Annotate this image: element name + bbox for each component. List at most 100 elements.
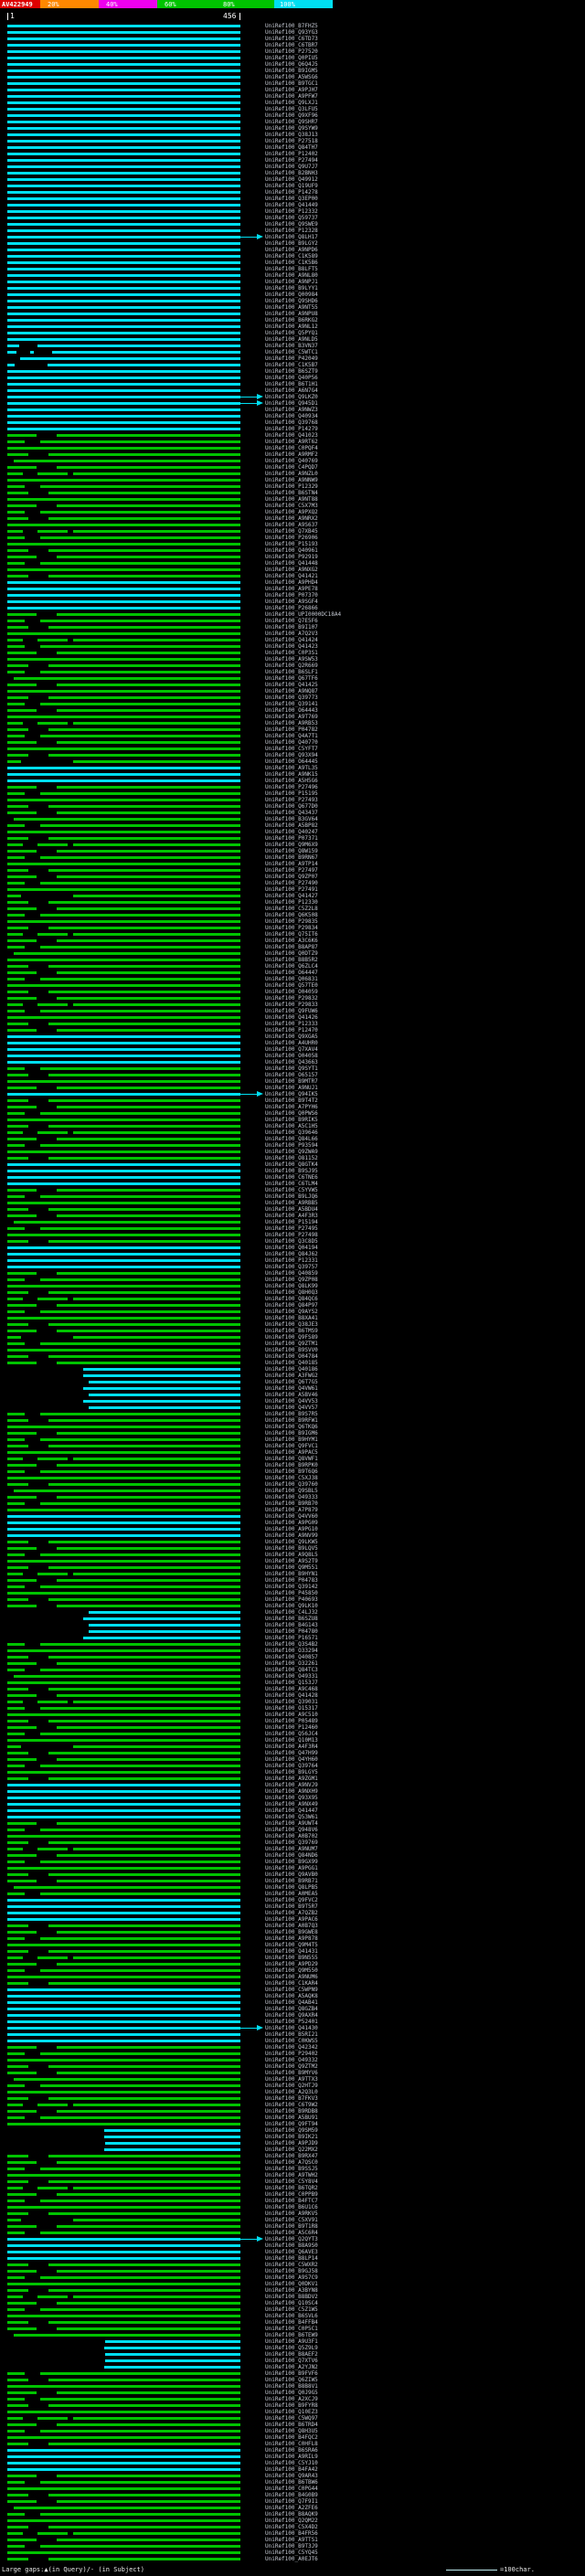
hit-label[interactable]: UniRef100_O49331 bbox=[265, 1673, 318, 1680]
hit-label[interactable]: UniRef100_Q4A7T1 bbox=[265, 733, 318, 739]
hit-label[interactable]: UniRef100_Q84J62 bbox=[265, 1251, 318, 1257]
hit-label[interactable]: UniRef100_A5C1H5 bbox=[265, 1123, 318, 1129]
hit-label[interactable]: UniRef100_C6TBR7 bbox=[265, 42, 318, 48]
hit-label[interactable]: UniRef100_B6SZT9 bbox=[265, 368, 318, 375]
hit-label[interactable]: UniRef100_P93594 bbox=[265, 1142, 318, 1149]
hit-label[interactable]: UniRef100_O04059 bbox=[265, 989, 318, 995]
hit-label[interactable]: UniRef100_Q9ZTM2 bbox=[265, 2063, 318, 2070]
hit-label[interactable]: UniRef100_A9TP14 bbox=[265, 861, 318, 867]
hit-label[interactable]: UniRef100_A9NUJ1 bbox=[265, 1085, 318, 1091]
hit-label[interactable]: UniRef100_P27490 bbox=[265, 880, 318, 886]
hit-label[interactable]: UniRef100_C5Y8V4 bbox=[265, 2178, 318, 2185]
hit-label[interactable]: UniRef100_Q0PWS6 bbox=[265, 1110, 318, 1117]
hit-label[interactable]: UniRef100_C5X4D2 bbox=[265, 2524, 318, 2530]
hit-label[interactable]: UniRef100_A2ZFE6 bbox=[265, 2505, 318, 2511]
hit-label[interactable]: UniRef100_Q19UF9 bbox=[265, 183, 318, 189]
hit-label[interactable]: UniRef100_Q41423 bbox=[265, 643, 318, 650]
hit-label[interactable]: UniRef100_A9NUM7 bbox=[265, 1846, 318, 1852]
hit-label[interactable]: UniRef100_C5YVW5 bbox=[265, 1187, 318, 1193]
hit-label[interactable]: UniRef100_A9RBB5 bbox=[265, 1200, 318, 1206]
hit-label[interactable]: UniRef100_A9NL12 bbox=[265, 323, 318, 330]
hit-label[interactable]: UniRef100_A2Q3L0 bbox=[265, 2089, 318, 2095]
hit-label[interactable]: UniRef100_B9S7R5 bbox=[265, 1411, 318, 1417]
hit-label[interactable]: UniRef100_Q41430 bbox=[265, 2025, 318, 2031]
hit-label[interactable]: UniRef100_B9RPK0 bbox=[265, 1462, 318, 1468]
hit-label[interactable]: UniRef100_B9RB70 bbox=[265, 1500, 318, 1507]
hit-label[interactable]: UniRef100_A9NWZ3 bbox=[265, 407, 318, 413]
hit-label[interactable]: UniRef100_A9NXG2 bbox=[265, 567, 318, 573]
hit-label[interactable]: UniRef100_Q40857 bbox=[265, 1654, 318, 1660]
hit-label[interactable]: UniRef100_Q153J7 bbox=[265, 1680, 318, 1686]
hit-label[interactable]: UniRef100_A4UHR0 bbox=[265, 1040, 318, 1046]
hit-label[interactable]: UniRef100_A9S7C9 bbox=[265, 2274, 318, 2281]
hit-label[interactable]: UniRef100_B9I107 bbox=[265, 624, 318, 631]
hit-label[interactable]: UniRef100_B9RFW1 bbox=[265, 1417, 318, 1424]
hit-label[interactable]: UniRef100_A7QZB2 bbox=[265, 1910, 318, 1916]
hit-label[interactable]: UniRef100_Q40769 bbox=[265, 458, 318, 464]
hit-label[interactable]: UniRef100_A9NT55 bbox=[265, 304, 318, 311]
hit-label[interactable]: UniRef100_Q00984 bbox=[265, 292, 318, 298]
hit-label[interactable]: UniRef100_A5BV46 bbox=[265, 1392, 318, 1398]
hit-label[interactable]: UniRef100_Q9XF96 bbox=[265, 112, 318, 119]
hit-label[interactable]: UniRef100_A9PFW7 bbox=[265, 93, 318, 100]
hit-label[interactable]: UniRef100_Q43437 bbox=[265, 810, 318, 816]
hit-label[interactable]: UniRef100_Q4YH60 bbox=[265, 1756, 318, 1763]
hit-label[interactable]: UniRef100_Q0J9G5 bbox=[265, 2390, 318, 2396]
hit-label[interactable]: UniRef100_Q9AR43 bbox=[265, 2473, 318, 2479]
hit-label[interactable]: UniRef100_B4FFB4 bbox=[265, 2319, 318, 2326]
hit-label[interactable]: UniRef100_A9NPU8 bbox=[265, 311, 318, 317]
hit-label[interactable]: UniRef100_A9PJH7 bbox=[265, 87, 318, 93]
hit-label[interactable]: UniRef100_A9ZGM1 bbox=[265, 1776, 318, 1782]
hit-label[interactable]: UniRef100_Q3LFU5 bbox=[265, 106, 318, 112]
hit-label[interactable]: UniRef100_B4FR56 bbox=[265, 2530, 318, 2537]
hit-label[interactable]: UniRef100_P12470 bbox=[265, 1027, 318, 1034]
hit-label[interactable]: UniRef100_A9RIL9 bbox=[265, 2454, 318, 2460]
hit-label[interactable]: UniRef100_B8AQK9 bbox=[265, 2511, 318, 2518]
hit-label[interactable]: UniRef100_Q2QYT3 bbox=[265, 2236, 318, 2242]
hit-label[interactable]: UniRef100_B6TBW6 bbox=[265, 2479, 318, 2486]
hit-label[interactable]: UniRef100_Q43663 bbox=[265, 1059, 318, 1065]
hit-label[interactable]: UniRef100_Q94IK5 bbox=[265, 1091, 318, 1097]
hit-label[interactable]: UniRef100_C1KAR4 bbox=[265, 1980, 318, 1987]
hit-label[interactable]: UniRef100_Q9SWE9 bbox=[265, 221, 318, 228]
hit-label[interactable]: UniRef100_Q49912 bbox=[265, 176, 318, 183]
hit-label[interactable]: UniRef100_Q9ZP07 bbox=[265, 874, 318, 880]
hit-label[interactable]: UniRef100_C0PG44 bbox=[265, 2486, 318, 2492]
hit-label[interactable]: UniRef100_Q84P97 bbox=[265, 1302, 318, 1309]
hit-label[interactable]: UniRef100_Q84L66 bbox=[265, 1136, 318, 1142]
hit-label[interactable]: UniRef100_P26906 bbox=[265, 535, 318, 541]
hit-label[interactable]: UniRef100_B9SJ95 bbox=[265, 1168, 318, 1174]
hit-label[interactable]: UniRef100_A9NNW9 bbox=[265, 477, 318, 483]
hit-label[interactable]: UniRef100_P14278 bbox=[265, 189, 318, 196]
hit-label[interactable]: UniRef100_A9NX49 bbox=[265, 1801, 318, 1807]
hit-label[interactable]: UniRef100_Q6TKQ6 bbox=[265, 1424, 318, 1430]
hit-label[interactable]: UniRef100_B6TMS9 bbox=[265, 1328, 318, 1334]
hit-label[interactable]: UniRef100_A0B702 bbox=[265, 1833, 318, 1839]
hit-label[interactable]: UniRef100_Q9FS89 bbox=[265, 1334, 318, 1341]
hit-label[interactable]: UniRef100_C5XJ38 bbox=[265, 1475, 318, 1481]
hit-label[interactable]: UniRef100_Q9AYS2 bbox=[265, 1309, 318, 1315]
hit-label[interactable]: UniRef100_Q41424 bbox=[265, 637, 318, 643]
hit-label[interactable]: UniRef100_B9GJ58 bbox=[265, 2268, 318, 2274]
hit-label[interactable]: UniRef100_A0EJT6 bbox=[265, 2556, 318, 2562]
hit-label[interactable]: UniRef100_C0KWS5 bbox=[265, 2038, 318, 2044]
hit-label[interactable]: UniRef100_P27491 bbox=[265, 886, 318, 893]
hit-label[interactable]: UniRef100_A9S2T9 bbox=[265, 1558, 318, 1564]
hit-label[interactable]: UniRef100_A9TL35 bbox=[265, 765, 318, 771]
hit-label[interactable]: UniRef100_A9PHD4 bbox=[265, 579, 318, 586]
hit-label[interactable]: UniRef100_UPI0000DC18A4 bbox=[265, 611, 342, 618]
hit-label[interactable]: UniRef100_B9T1R8 bbox=[265, 2223, 318, 2230]
hit-label[interactable]: UniRef100_C0HFL8 bbox=[265, 2441, 318, 2447]
hit-label[interactable]: UniRef100_P12402 bbox=[265, 151, 318, 157]
hit-label[interactable]: UniRef100_Q6ZLC4 bbox=[265, 963, 318, 970]
hit-label[interactable]: UniRef100_O33294 bbox=[265, 1648, 318, 1654]
hit-label[interactable]: UniRef100_Q10EZ3 bbox=[265, 2409, 318, 2415]
hit-label[interactable]: UniRef100_Q57TE0 bbox=[265, 982, 318, 989]
hit-label[interactable]: UniRef100_B6SLF1 bbox=[265, 669, 318, 675]
hit-label[interactable]: UniRef100_O04784 bbox=[265, 1353, 318, 1360]
hit-label[interactable]: UniRef100_Q10M13 bbox=[265, 1737, 318, 1744]
hit-label[interactable]: UniRef100_A9RB53 bbox=[265, 720, 318, 726]
hit-label[interactable]: UniRef100_Q7XAV4 bbox=[265, 1046, 318, 1053]
hit-label[interactable]: UniRef100_Q9SHR7 bbox=[265, 119, 318, 125]
hit-label[interactable]: UniRef100_P12329 bbox=[265, 483, 318, 490]
